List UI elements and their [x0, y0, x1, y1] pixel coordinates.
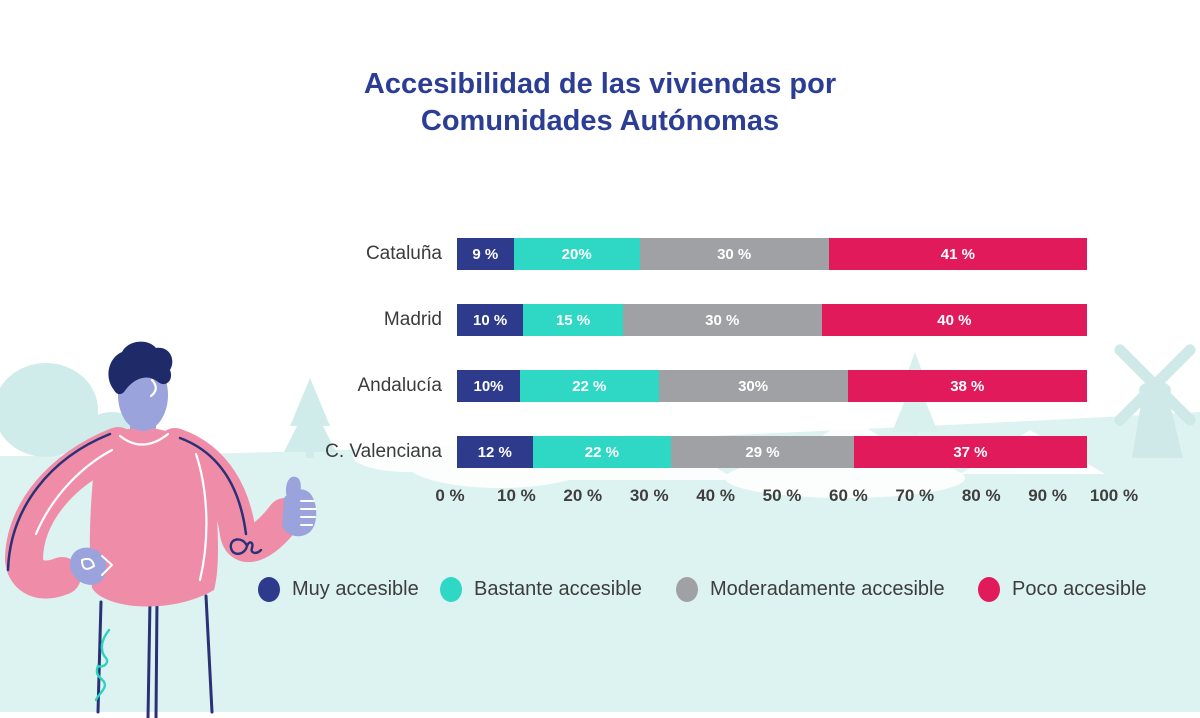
bar-segment-3: 30 %: [639, 238, 829, 270]
bar-segment-1: 12 %: [457, 436, 533, 468]
category-label: Madrid: [383, 309, 442, 330]
x-tick-label: 60 %: [829, 486, 868, 505]
category-label: Cataluña: [365, 243, 442, 264]
stacked-bar: 9 % 20% 30 % 41 %: [457, 238, 1087, 270]
hip-hand: [70, 547, 114, 585]
legend-item: Bastante accesible: [440, 574, 642, 604]
chart-row: Cataluña 9 % 20% 30 % 41 %: [292, 238, 1087, 270]
bar-segment-2: 22 %: [520, 370, 659, 402]
stacked-bar: 10 % 15 % 30 % 40 %: [457, 304, 1087, 336]
chart-row: C. Valenciana 12 % 22 % 29 % 37 %: [292, 436, 1087, 468]
x-tick-label: 20 %: [563, 486, 603, 505]
bar-segment-4: 41 %: [828, 238, 1087, 270]
legend-label: Muy accesible: [292, 577, 419, 600]
chart-title-line-1: Accesibilidad de las viviendas por: [363, 68, 837, 100]
legend-dot-icon: [440, 576, 462, 602]
bar-segment-1: 10 %: [457, 304, 524, 336]
ear-line: [149, 378, 157, 398]
teal-squiggle: [94, 628, 111, 702]
navy-squiggle: [229, 538, 263, 555]
x-tick-label: 70 %: [895, 486, 935, 505]
left-sleeve: [4, 427, 137, 599]
x-tick-label: 30 %: [629, 486, 669, 505]
legend-dot-icon: [676, 576, 698, 602]
stacked-bar: 10% 22 % 30% 38 %: [457, 370, 1087, 402]
pine-tree-icon: [284, 378, 336, 458]
hair: [108, 341, 173, 395]
sweater-outline: [6, 432, 248, 572]
x-tick-label: 80 %: [961, 486, 1001, 505]
chart-title: Accesibilidad de las viviendas por Comun…: [0, 66, 1200, 140]
bar-segment-4: 40 %: [821, 304, 1087, 336]
legend-item: Muy accesible: [258, 574, 419, 604]
x-tick-label: 0 %: [435, 486, 465, 505]
chart-row: Andalucía 10% 22 % 30% 38 %: [292, 370, 1087, 402]
x-tick-label: 90 %: [1028, 486, 1067, 505]
x-axis: 0 % 10 % 20 % 30 % 40 % 50 % 60 % 70 % 80 % 90 % 1…: [435, 486, 1138, 510]
chart-title-line-2: Comunidades Autónomas: [420, 105, 780, 137]
legend-label: Moderadamente accesible: [710, 577, 945, 600]
windmill-icon: [1114, 344, 1196, 458]
legend-dot-icon: [258, 576, 280, 602]
category-label: C. Valenciana: [325, 441, 442, 462]
sweater-seams: [34, 432, 208, 582]
sweater-torso: [89, 427, 218, 607]
x-tick-label: 10 %: [497, 486, 536, 505]
person-thumbs-up-illustration: [4, 341, 317, 718]
bar-segment-1: 10%: [457, 370, 520, 402]
bar-segment-3: 30 %: [622, 304, 822, 336]
legend-item: Moderadamente accesible: [676, 574, 945, 604]
chart-row: Madrid 10 % 15 % 30 % 40 %: [292, 304, 1087, 336]
legend-label: Poco accesible: [1012, 577, 1147, 600]
stacked-bar: 12 % 22 % 29 % 37 %: [457, 436, 1087, 468]
x-tick-label: 100 %: [1089, 486, 1139, 505]
category-label: Andalucía: [357, 375, 442, 396]
bar-segment-2: 20%: [513, 238, 640, 270]
legend-dot-icon: [978, 576, 1000, 602]
legend: Muy accesible Bastante accesible Moderadam…: [258, 574, 1158, 604]
bar-segment-4: 37 %: [853, 436, 1087, 468]
thumbs-up-hand: [282, 476, 317, 537]
x-tick-label: 50 %: [762, 486, 802, 505]
legend-label: Bastante accesible: [474, 577, 642, 600]
bar-segment-3: 29 %: [671, 436, 854, 468]
bar-segment-3: 30%: [658, 370, 848, 402]
bar-segment-1: 9 %: [457, 238, 514, 270]
x-tick-label: 40 %: [696, 486, 735, 505]
legs: [96, 594, 214, 718]
bar-segment-2: 22 %: [532, 436, 672, 468]
bar-segment-4: 38 %: [847, 370, 1087, 402]
bar-segment-2: 15 %: [523, 304, 623, 336]
legend-item: Poco accesible: [978, 574, 1147, 604]
